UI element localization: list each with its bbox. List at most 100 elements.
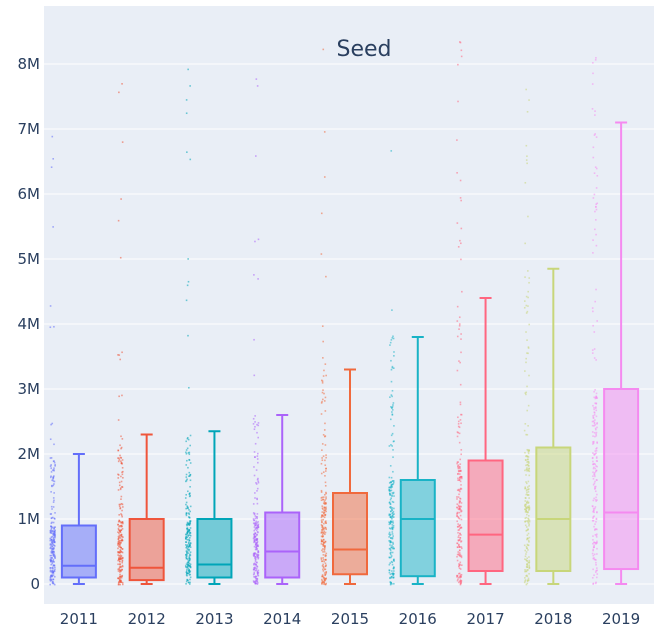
strip-point [596, 540, 598, 543]
strip-point [189, 531, 192, 534]
strip-point [186, 512, 188, 514]
iqr-box [128, 518, 165, 582]
strip-point [528, 470, 531, 473]
strip-point [252, 522, 255, 525]
strip-point [119, 454, 121, 457]
strip-point [388, 531, 391, 534]
strip-point [592, 72, 594, 75]
strip-point [460, 258, 462, 261]
strip-point [594, 523, 596, 525]
strip-point [458, 546, 461, 548]
strip-point [526, 574, 528, 577]
strip-point [528, 520, 531, 523]
strip-point [186, 572, 188, 575]
strip-point [390, 489, 393, 492]
strip-point [457, 488, 460, 491]
box-2013 [196, 430, 233, 585]
strip-point [591, 505, 594, 507]
strip-point [593, 172, 596, 174]
x-tick-label: 2011 [60, 610, 98, 628]
strip-point [528, 564, 530, 567]
strip-points-layer [49, 41, 599, 586]
strip-point [322, 518, 325, 521]
strip-point [460, 484, 462, 486]
strip-point [457, 508, 460, 510]
strip-point [596, 320, 598, 322]
strip-point [118, 545, 120, 548]
strip-point [121, 463, 123, 465]
strip-point [391, 531, 394, 533]
strip-point [594, 571, 597, 573]
strip-point [119, 488, 122, 491]
strip-point [119, 577, 121, 580]
strip-point [49, 570, 52, 573]
strip-point [595, 403, 598, 405]
strip-point [594, 498, 597, 501]
strip-point [595, 534, 598, 537]
strip-point [593, 558, 596, 561]
strip-point [594, 427, 597, 430]
strip-point [256, 544, 258, 546]
strip-point [591, 352, 594, 354]
strip-point [459, 458, 462, 461]
strip-point [185, 476, 188, 478]
strip-point [392, 535, 394, 537]
strip-point [595, 521, 597, 523]
strip-point [117, 457, 119, 459]
strip-point [188, 545, 190, 548]
strip-point [189, 479, 192, 482]
strip-point [324, 562, 327, 565]
strip-point [592, 475, 594, 477]
strip-point [456, 139, 458, 141]
strip-point [389, 540, 392, 543]
strip-point [527, 290, 529, 293]
strip-point [322, 557, 324, 559]
strip-point [390, 572, 393, 575]
box-2017 [467, 297, 504, 585]
strip-point [254, 556, 257, 558]
strip-point [595, 203, 597, 206]
strip-point [528, 462, 530, 464]
strip-point [189, 537, 191, 539]
strip-point [459, 383, 462, 386]
strip-point [50, 484, 53, 487]
strip-point [525, 361, 527, 364]
strip-point [121, 559, 124, 562]
strip-point [322, 389, 324, 391]
strip-point [51, 561, 54, 563]
strip-point [593, 422, 596, 425]
strip-point [119, 565, 121, 568]
strip-point [391, 337, 394, 339]
strip-point [323, 506, 326, 508]
strip-point [322, 554, 325, 556]
strip-point [185, 570, 188, 572]
strip-point [459, 555, 462, 558]
strip-point [53, 544, 55, 547]
strip-point [119, 554, 122, 556]
strip-point [527, 296, 529, 299]
strip-point [460, 449, 463, 451]
strip-point [323, 392, 325, 395]
strip-point [390, 368, 393, 371]
strip-point [596, 442, 599, 444]
strip-point [456, 462, 458, 465]
strip-point [391, 551, 394, 554]
strip-point [528, 519, 531, 522]
strip-point [524, 423, 527, 425]
iqr-box [264, 511, 301, 579]
strip-point [592, 557, 594, 560]
strip-point [255, 78, 258, 80]
strip-point [321, 531, 324, 533]
strip-point [390, 487, 392, 489]
strip-point [49, 544, 52, 546]
strip-point [121, 557, 124, 560]
strip-point [252, 503, 255, 505]
strip-point [524, 555, 527, 558]
strip-point [324, 559, 327, 561]
strip-point [524, 570, 526, 573]
strip-point [325, 582, 327, 585]
strip-point [459, 533, 461, 535]
strip-point [53, 480, 56, 483]
strip-point [253, 536, 256, 538]
strip-point [324, 481, 327, 484]
